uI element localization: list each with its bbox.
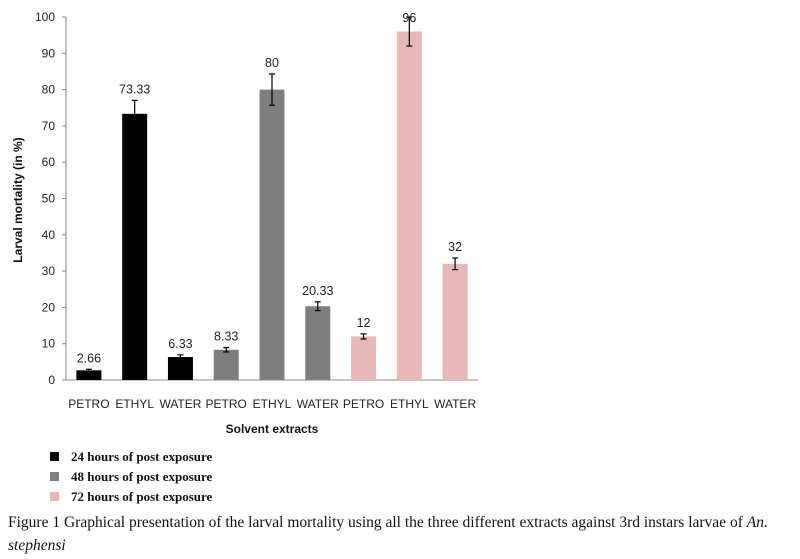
bar-chart: 0 10 20 30 40 50 60 70 80 90 100 PETRO ETHYL WATER PET…	[11, 10, 478, 504]
bar	[305, 306, 331, 380]
legend-label: 72 hours of post exposure	[71, 489, 213, 504]
x-tick-label: PETRO	[206, 397, 247, 411]
legend-swatch	[50, 452, 59, 461]
bar	[213, 349, 239, 380]
chart-axes: 0 10 20 30 40 50 60 70 80 90 100 PETRO ETHYL WATER PET…	[35, 10, 478, 411]
bar	[351, 336, 377, 380]
y-tick-label: 30	[42, 264, 56, 278]
data-label: 73.33	[119, 82, 150, 96]
x-tick-label: ETHYL	[390, 397, 429, 411]
bar	[122, 113, 148, 380]
data-label: 6.33	[168, 337, 192, 351]
data-label: 20.33	[302, 284, 333, 298]
data-label: 80	[265, 56, 279, 70]
chart-data-labels: 2.66 73.33 6.33 8.33 80 20.33 12 96 32	[77, 11, 462, 365]
bar	[76, 370, 102, 380]
y-tick-label: 60	[42, 155, 56, 169]
bar	[167, 357, 193, 380]
y-tick-label: 100	[35, 10, 55, 24]
x-tick-label: ETHYL	[115, 397, 154, 411]
bar	[442, 263, 468, 380]
figure-caption: Figure 1 Graphical presentation of the l…	[8, 511, 798, 557]
data-label: 12	[357, 316, 371, 330]
chart-legend: 24 hours of post exposure 48 hours of pos…	[50, 449, 213, 504]
data-label: 32	[448, 240, 462, 254]
x-tick-label: WATER	[159, 397, 201, 411]
data-label: 96	[402, 11, 416, 25]
y-tick-label: 20	[42, 300, 56, 314]
y-tick-label: 80	[42, 83, 56, 97]
x-tick-label: WATER	[434, 397, 476, 411]
x-tick-label: PETRO	[343, 397, 384, 411]
y-axis-title: Larval mortality (in %)	[11, 137, 25, 262]
y-tick-label: 40	[42, 228, 56, 242]
data-label: 2.66	[77, 351, 101, 365]
legend-swatch	[50, 492, 59, 501]
bar	[396, 31, 422, 381]
y-tick-label: 50	[42, 192, 56, 206]
x-axis-title: Solvent extracts	[226, 422, 319, 436]
x-tick-label: ETHYL	[253, 397, 292, 411]
bar	[259, 89, 285, 380]
legend-swatch	[50, 472, 59, 481]
x-tick-label: WATER	[297, 397, 339, 411]
x-tick-label: PETRO	[68, 397, 109, 411]
y-tick-label: 90	[42, 46, 56, 60]
caption-species: An. stephensi	[8, 514, 768, 554]
y-tick-label: 70	[42, 119, 56, 133]
y-tick-label: 0	[48, 373, 55, 387]
y-tick-label: 10	[42, 337, 56, 351]
legend-label: 48 hours of post exposure	[71, 469, 213, 484]
caption-text: Figure 1 Graphical presentation of the l…	[8, 514, 747, 531]
chart-bars	[76, 16, 468, 381]
data-label: 8.33	[214, 330, 238, 344]
legend-label: 24 hours of post exposure	[71, 449, 213, 464]
